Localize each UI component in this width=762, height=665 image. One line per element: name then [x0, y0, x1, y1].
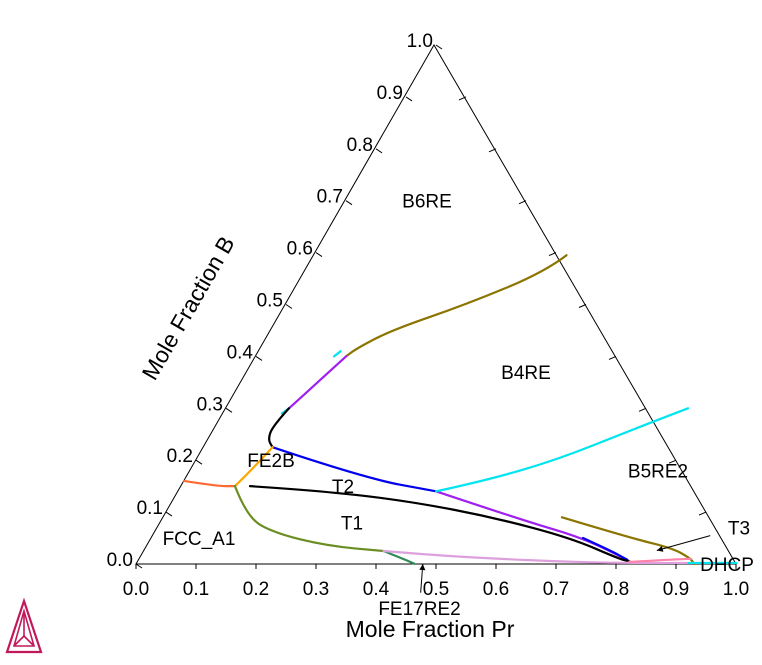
phase-boundary-14: [233, 485, 385, 553]
arrow-label-fe17re2: FE17RE2: [378, 599, 460, 620]
region-label-b6re: B6RE: [402, 192, 452, 213]
left-tick-label: 0.4: [227, 342, 254, 363]
bottom-tick-label: 0.7: [543, 579, 569, 600]
right-tick: [698, 511, 707, 516]
left-tick: [195, 459, 203, 465]
bottom-tick-label: 0.2: [243, 579, 269, 600]
bottom-tick-label: 0.6: [483, 579, 509, 600]
phase-boundary-15: [382, 549, 417, 566]
bottom-tick-label: 0.3: [303, 579, 329, 600]
phase-boundary-1: [344, 254, 568, 358]
phase-boundary-9: [434, 407, 690, 493]
region-label-fe2b: FE2B: [247, 451, 295, 472]
left-tick-label: 0.2: [167, 446, 193, 467]
left-tick: [165, 511, 173, 517]
phase-boundary-17: [628, 557, 693, 564]
phase-boundary-2: [332, 350, 342, 358]
right-tick: [638, 407, 647, 412]
phase-boundary-13: [182, 479, 237, 488]
left-tick-label: 1.0: [407, 31, 433, 52]
right-tick: [668, 459, 677, 464]
tick-marks: [135, 44, 737, 569]
phase-boundary-10: [560, 516, 696, 566]
left-tick: [225, 407, 233, 413]
left-tick-label: 0.0: [107, 550, 133, 571]
left-tick-label: 0.8: [347, 135, 373, 156]
left-tick: [135, 563, 143, 569]
arrow-leader: [656, 535, 711, 551]
region-label-t1: T1: [341, 513, 363, 534]
left-tick-label: 0.3: [197, 394, 223, 415]
arrow-head: [419, 564, 426, 571]
left-tick-label: 0.1: [137, 498, 163, 519]
bottom-axis-title: Mole Fraction Pr: [346, 616, 515, 642]
arrow-labels: T3 FE17RE2: [378, 519, 750, 620]
bottom-tick-label: 0.5: [423, 579, 449, 600]
phase-boundaries: [182, 254, 738, 566]
region-label-b4re: B4RE: [501, 363, 551, 384]
left-tick: [375, 148, 383, 154]
left-tick: [405, 96, 413, 102]
left-tick: [345, 200, 353, 206]
left-tick: [285, 304, 293, 309]
right-tick: [608, 355, 617, 360]
region-labels: B6RE B4RE B5RE2 FE2B T2 T1 FCC_A1 DHCP: [163, 192, 754, 576]
right-tick: [488, 148, 497, 153]
phase-boundary-8: [581, 536, 629, 561]
arrow-head: [656, 546, 664, 552]
left-tick-label: 0.5: [257, 291, 283, 312]
right-tick: [518, 200, 527, 205]
phase-boundary-12: [233, 446, 274, 488]
phase-boundary-5: [268, 407, 291, 449]
phase-boundary-6: [271, 446, 438, 493]
thermo-calc-logo-icon: [5, 597, 43, 654]
bottom-tick-label: 0.0: [123, 579, 149, 600]
region-label-dhcp: DHCP: [700, 555, 754, 576]
bottom-tick-label: 0.1: [183, 579, 209, 600]
tick-labels: 0.0 0.0 0.1 0.1 0.2 0.2 0.3 0.3 0.4 0.4 0.5 0.5 0.6 0…: [107, 31, 750, 600]
right-tick: [548, 252, 557, 257]
phase-boundary-11: [248, 485, 631, 563]
region-label-t2: T2: [332, 477, 354, 498]
left-axis-title: Mole Fraction B: [137, 232, 240, 384]
region-label-b5re2: B5RE2: [628, 462, 688, 483]
left-tick-label: 0.6: [287, 239, 313, 260]
right-tick: [458, 96, 467, 101]
bottom-tick-label: 0.9: [663, 579, 689, 600]
arrow-label-t3: T3: [728, 519, 750, 540]
left-tick: [255, 355, 263, 361]
left-tick-label: 0.7: [317, 187, 343, 208]
phase-boundary-16: [382, 549, 690, 565]
left-tick-label: 0.9: [377, 83, 403, 104]
bottom-tick-label: 0.4: [363, 579, 390, 600]
bottom-tick-label: 0.8: [603, 579, 629, 600]
right-tick: [578, 304, 587, 308]
left-tick: [435, 44, 443, 50]
left-tick: [315, 252, 323, 258]
bottom-tick-label: 1.0: [723, 579, 749, 600]
region-label-fcc_a1: FCC_A1: [163, 529, 236, 550]
phase-boundary-3: [287, 355, 348, 410]
